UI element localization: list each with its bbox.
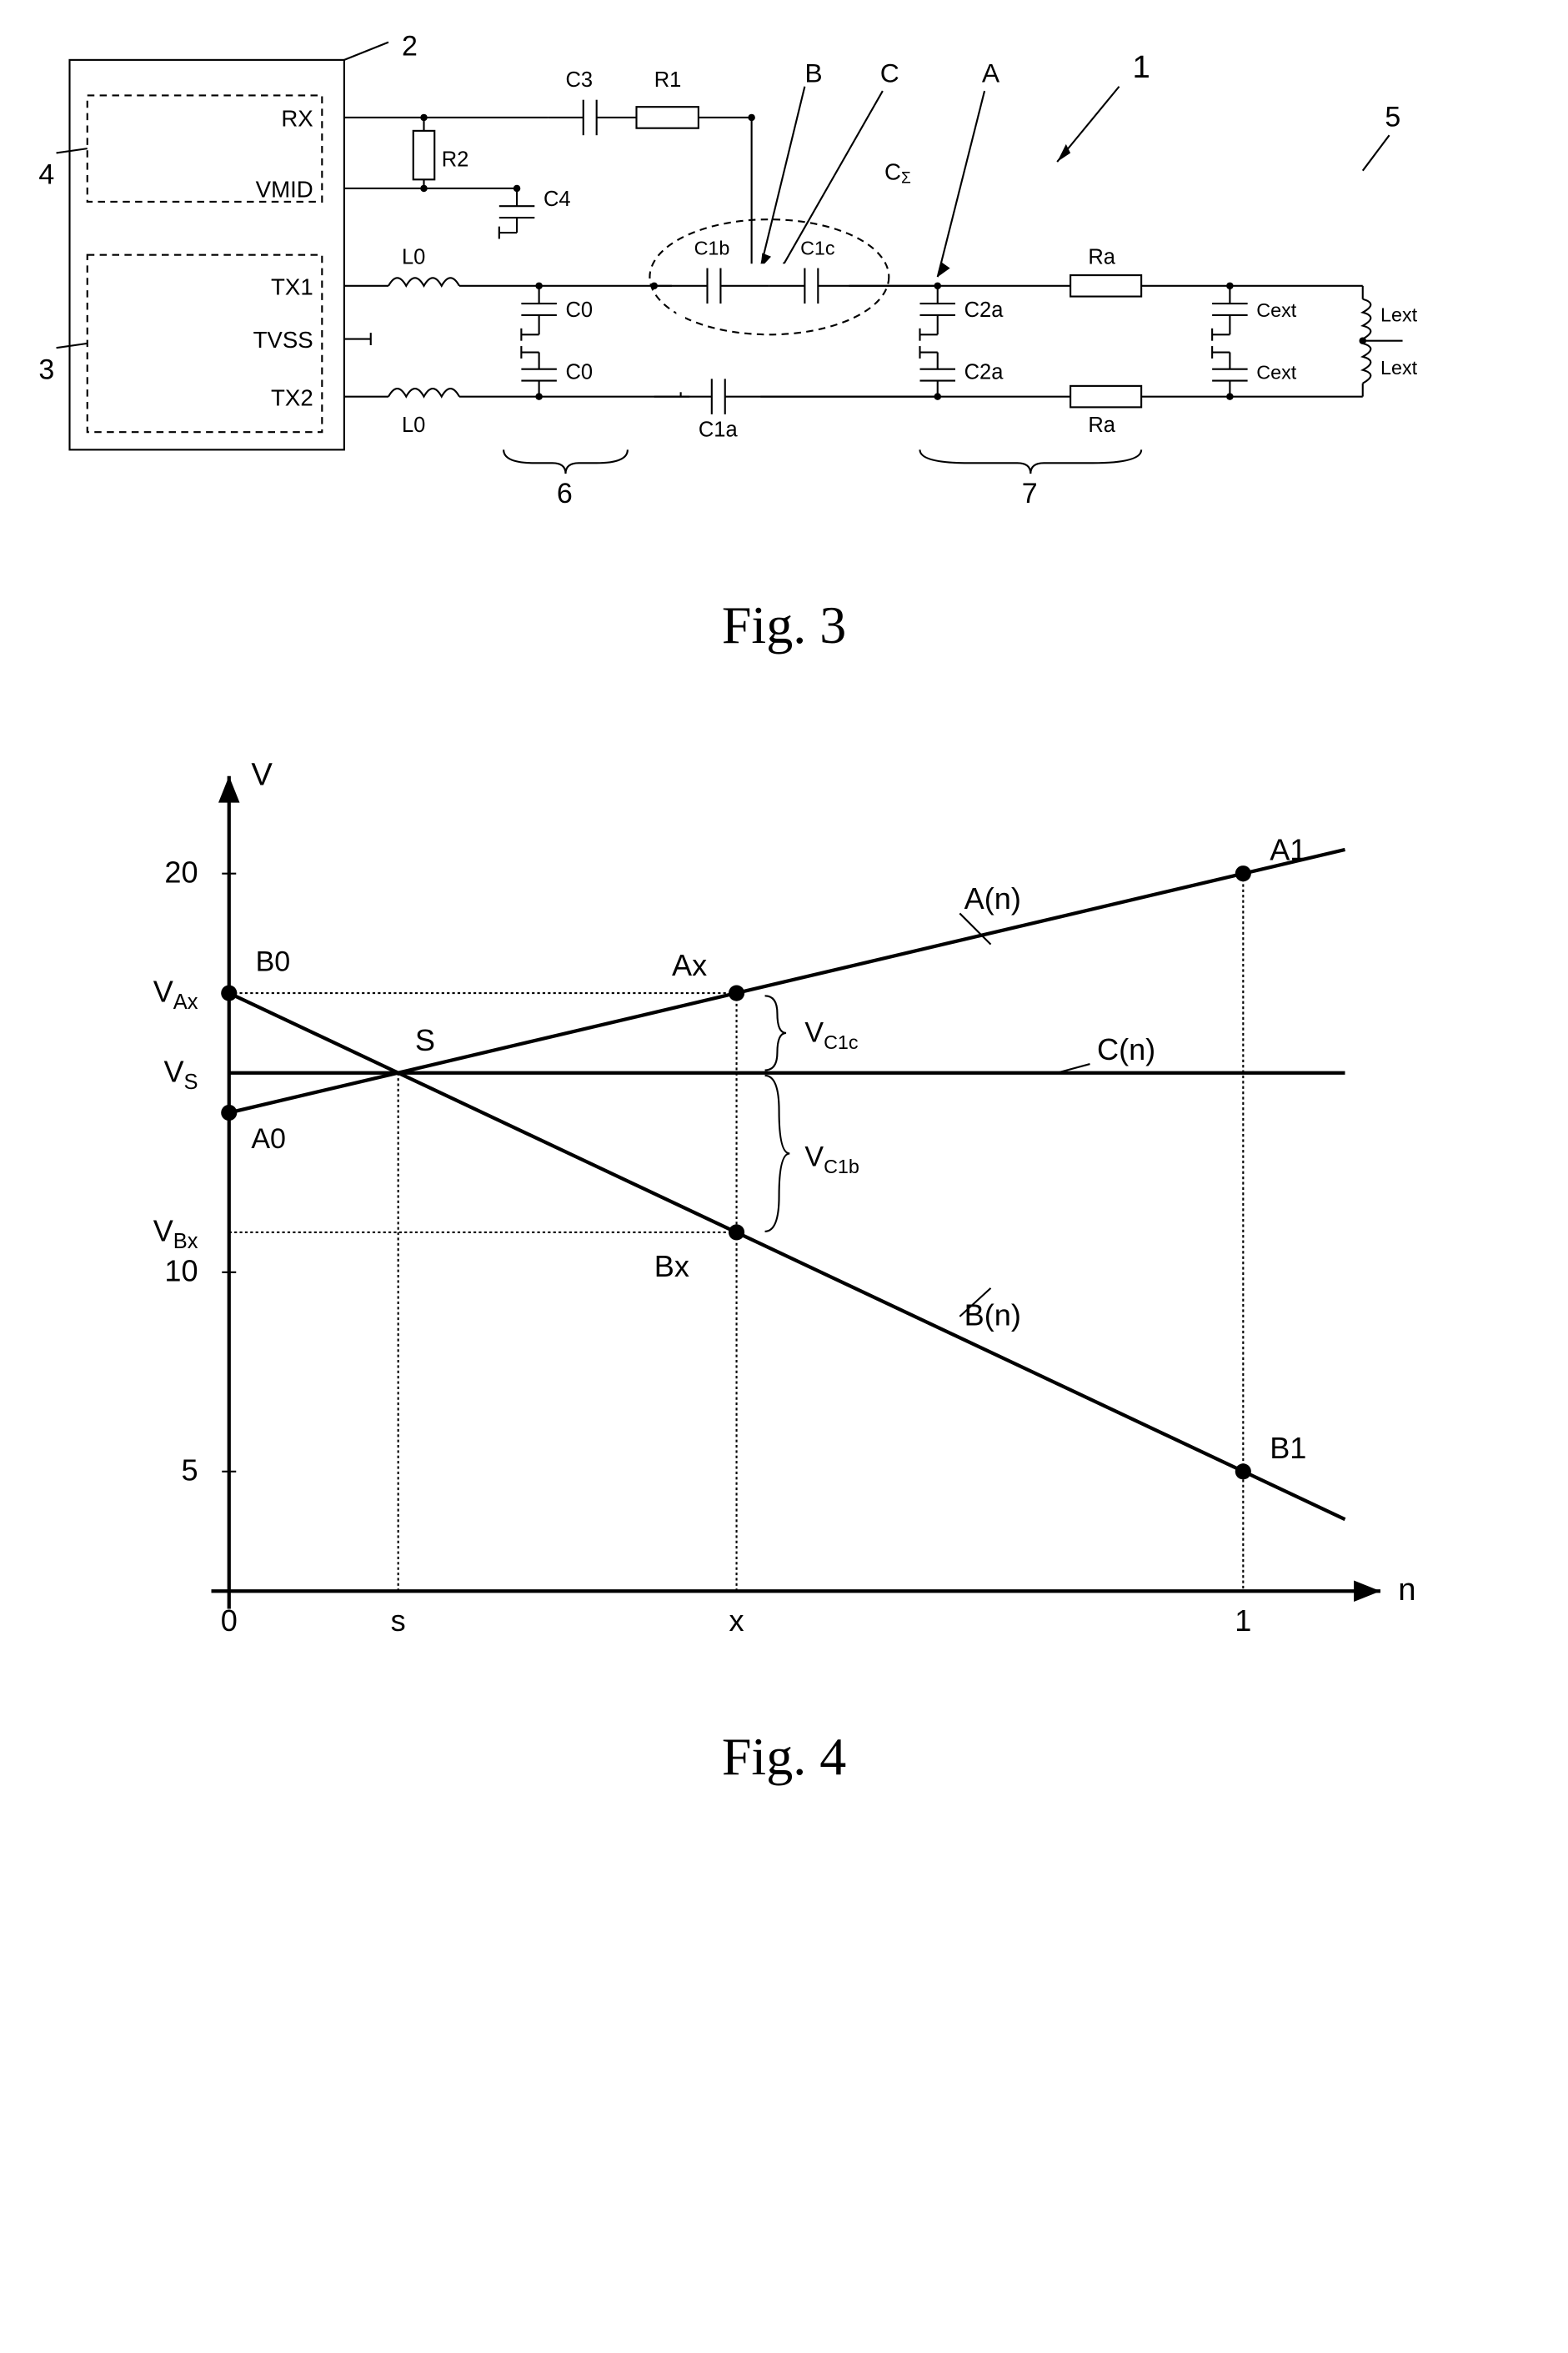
xtick-x: x [729, 1603, 744, 1638]
label-b: B [804, 58, 822, 88]
voltage-chart: V n 5 10 20 VAx VS VBx 0 s x 1 C(n) A(n)… [34, 723, 1451, 1698]
x-axis-label: n [1398, 1571, 1415, 1607]
ytick-20: 20 [164, 855, 198, 889]
point-ax: Ax [672, 947, 707, 981]
y-axis-label: V [251, 756, 273, 792]
label-5: 5 [1385, 102, 1400, 133]
point-s: S [414, 1023, 434, 1057]
point-bx: Bx [654, 1249, 689, 1283]
point-b1: B1 [1270, 1430, 1306, 1464]
series-b-label: B(n) [964, 1297, 1020, 1332]
pin-tvss: TVSS [253, 327, 313, 353]
xtick-s: s [390, 1603, 405, 1638]
point-b0: B0 [255, 946, 290, 977]
ytick-5: 5 [181, 1452, 198, 1487]
comp-lext-bot: Lext [1380, 357, 1418, 379]
pin-tx1: TX1 [271, 273, 313, 299]
figure-4: V n 5 10 20 VAx VS VBx 0 s x 1 C(n) A(n)… [34, 723, 1535, 1789]
comp-l0-top: L0 [401, 245, 424, 268]
label-a: A [981, 58, 999, 88]
label-3: 3 [38, 354, 54, 385]
comp-lext-top: Lext [1380, 304, 1418, 325]
comp-cext-bot: Cext [1256, 361, 1297, 383]
comp-ra-bot: Ra [1088, 414, 1115, 437]
comp-cext-top: Cext [1256, 299, 1297, 321]
comp-c0-top: C0 [565, 299, 593, 322]
label-7: 7 [1021, 478, 1037, 509]
pin-vmid: VMID [255, 177, 313, 203]
comp-c3: C3 [565, 68, 593, 92]
fig3-caption: Fig. 3 [34, 595, 1535, 656]
label-c: C [879, 58, 899, 88]
vc1b-label: VC1b [804, 1141, 859, 1177]
xtick-0: 0 [220, 1603, 237, 1638]
series-c-label: C(n) [1097, 1031, 1155, 1066]
figure-3: RX VMID TX1 TVSS TX2 2 4 3 1 5 C3 R1 B C… [34, 33, 1535, 656]
comp-c1c: C1c [800, 238, 835, 259]
label-6: 6 [556, 478, 572, 509]
comp-c2a-bot: C2a [964, 360, 1004, 384]
ytick-vax: VAx [153, 974, 198, 1014]
label-1: 1 [1132, 49, 1150, 85]
pin-tx2: TX2 [271, 384, 313, 410]
comp-r2: R2 [441, 148, 468, 171]
point-a1: A1 [1270, 832, 1306, 866]
label-2: 2 [401, 33, 417, 63]
comp-c1b: C1b [694, 238, 729, 259]
ytick-10: 10 [164, 1253, 198, 1287]
comp-c2a-top: C2a [964, 299, 1004, 322]
pin-rx: RX [281, 106, 313, 132]
vc1c-label: VC1c [804, 1016, 859, 1053]
label-4: 4 [38, 159, 54, 191]
circuit-diagram: RX VMID TX1 TVSS TX2 2 4 3 1 5 C3 R1 B C… [34, 33, 1451, 565]
point-a0: A0 [251, 1123, 286, 1155]
comp-c1a: C1a [698, 418, 738, 441]
comp-ra-top: Ra [1088, 245, 1115, 268]
ytick-vs: VS [163, 1054, 198, 1094]
comp-c4: C4 [543, 188, 570, 211]
label-csigma: CΣ [884, 158, 911, 187]
comp-c0-bot: C0 [565, 360, 593, 384]
comp-r1: R1 [654, 68, 681, 92]
comp-l0-bot: L0 [401, 414, 424, 437]
series-a-label: A(n) [964, 881, 1020, 916]
xtick-1: 1 [1235, 1603, 1251, 1638]
ytick-vbx: VBx [153, 1213, 198, 1253]
fig4-caption: Fig. 4 [34, 1726, 1535, 1788]
